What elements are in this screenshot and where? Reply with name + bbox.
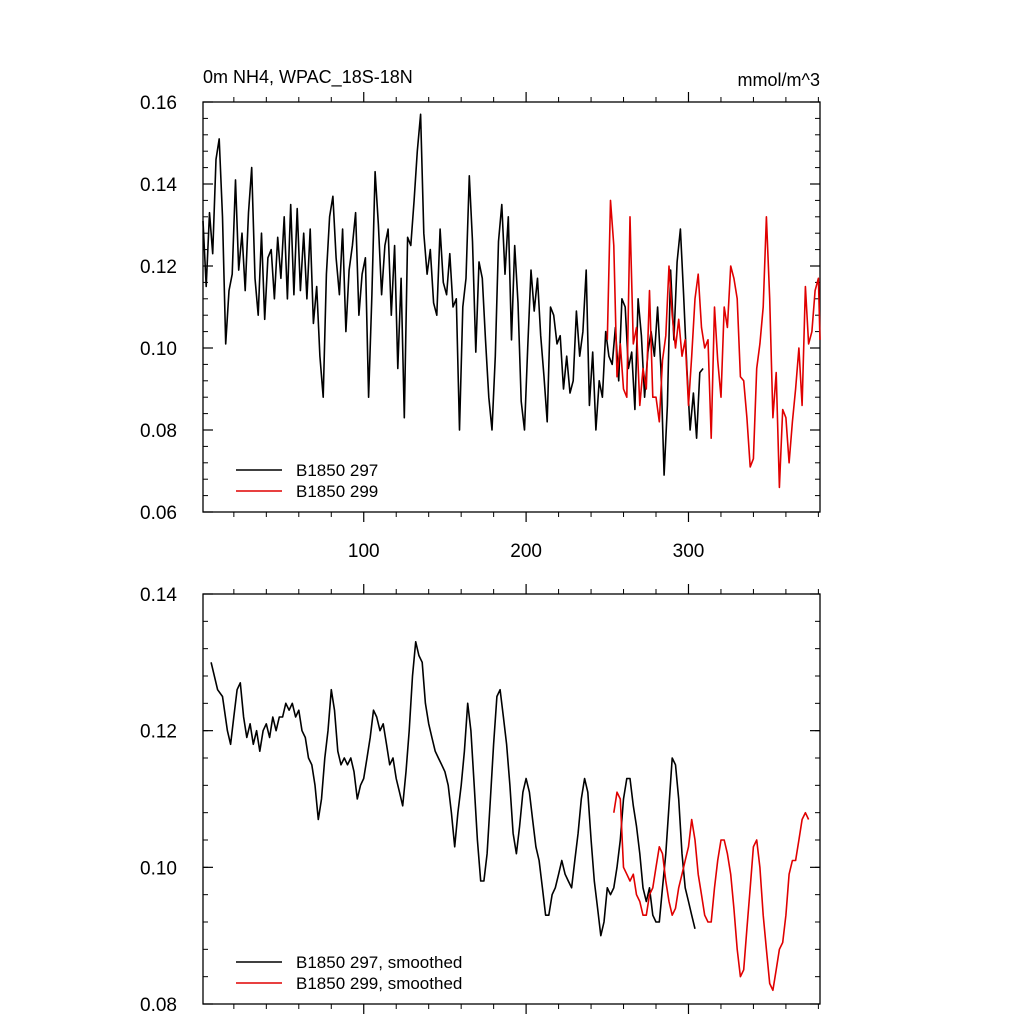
- bottom-series: [210, 640, 810, 992]
- series-b1850-297-smoothed: [210, 640, 696, 937]
- series-b1850-299: [606, 199, 821, 489]
- top-title: 0m NH4, WPAC_18S-18N: [203, 67, 413, 88]
- legend-label-b1850-297-smoothed: B1850 297, smoothed: [296, 953, 462, 972]
- y-tick-label: 0.12: [140, 257, 177, 278]
- top-units: mmol/m^3: [738, 70, 820, 90]
- top-series: [202, 113, 821, 489]
- legend-label-b1850-299: B1850 299: [296, 482, 378, 501]
- top-panel: 0m NH4, WPAC_18S-18N mmol/m^3 0.060.080.…: [140, 67, 821, 562]
- y-tick-label: 0.14: [140, 585, 177, 606]
- legend-label-b1850-299-smoothed: B1850 299, smoothed: [296, 974, 462, 993]
- x-tick-label: 300: [673, 541, 705, 562]
- bottom-ticks: 0.08 0.10 0.12 0.14: [140, 584, 820, 1016]
- x-tick-label: 200: [510, 541, 542, 562]
- y-tick-label: 0.10: [140, 858, 177, 879]
- top-legend: B1850 297 B1850 299: [236, 461, 378, 501]
- bottom-legend: B1850 297, smoothed B1850 299, smoothed: [236, 953, 462, 993]
- top-ticks: 0.06 0.08 0.10 0.12 0.14 0.16 100 200 300: [140, 92, 820, 562]
- y-tick-label: 0.16: [140, 93, 177, 114]
- y-tick-label: 0.06: [140, 503, 177, 524]
- y-tick-label: 0.12: [140, 722, 177, 743]
- y-tick-label: 0.08: [140, 995, 177, 1016]
- x-tick-label: 100: [348, 541, 380, 562]
- series-b1850-299-smoothed: [613, 791, 810, 992]
- bottom-panel: 0.08 0.10 0.12 0.14 B1850 297, smoothed B18…: [140, 584, 821, 1016]
- bottom-plot-frame: [202, 593, 821, 1005]
- legend-label-b1850-297: B1850 297: [296, 461, 378, 480]
- y-tick-label: 0.14: [140, 175, 177, 196]
- y-tick-label: 0.08: [140, 421, 177, 442]
- top-plot-frame: [202, 101, 821, 513]
- y-tick-label: 0.10: [140, 339, 177, 360]
